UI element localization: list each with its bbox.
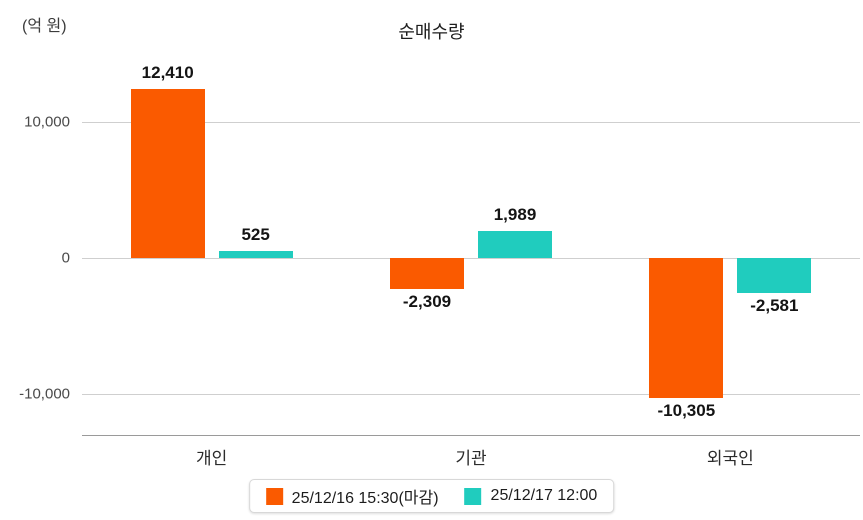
bar-개인-series-0[interactable] — [130, 89, 205, 258]
legend-color-swatch-series-1 — [464, 487, 482, 505]
legend-label-series-0: 25/12/16 15:30(마감) — [291, 490, 439, 507]
plot-area: 12,410 525 -2,309 1,989 -10,305 -2,581 — [82, 50, 860, 436]
y-axis-tick-labels: 10,000 0 -10,000 — [0, 50, 70, 435]
legend-item[interactable]: 25/12/16 15:30(마감) — [265, 484, 439, 508]
legend-label-series-1: 25/12/17 12:00 — [490, 487, 598, 504]
legend-item[interactable]: 25/12/17 12:00 — [464, 487, 598, 505]
x-axis-category-label: 기관 — [455, 449, 487, 468]
bar-value-label: -2,581 — [750, 296, 799, 316]
y-axis-unit-label: (억 원) — [22, 18, 67, 35]
bar-value-label: 525 — [241, 224, 270, 244]
x-axis-line — [82, 435, 860, 436]
y-axis-tick-label: 10,000 — [24, 113, 70, 131]
bar-value-label: 12,410 — [141, 63, 194, 83]
bar-value-label: 1,989 — [493, 204, 537, 224]
legend-color-swatch-series-0 — [265, 487, 283, 505]
bar-외국인-series-1[interactable] — [737, 258, 812, 294]
gridline — [82, 258, 860, 259]
bar-기관-series-1[interactable] — [478, 230, 552, 258]
x-axis-category-label: 외국인 — [706, 449, 754, 468]
gridline — [82, 122, 860, 123]
y-axis-tick-label: 0 — [61, 249, 70, 267]
chart-legend[interactable]: 25/12/16 15:30(마감) 25/12/17 12:00 — [248, 479, 615, 513]
x-axis-category-label: 개인 — [196, 449, 228, 468]
bar-개인-series-1[interactable] — [218, 250, 293, 258]
chart-title: 순매수량 — [398, 22, 465, 42]
gridline — [82, 394, 860, 395]
bar-외국인-series-0[interactable] — [649, 258, 724, 399]
bar-value-label: -10,305 — [657, 401, 716, 421]
y-axis-tick-label: -10,000 — [19, 385, 70, 403]
bar-기관-series-0[interactable] — [390, 258, 464, 290]
bar-value-label: -2,309 — [402, 292, 452, 312]
